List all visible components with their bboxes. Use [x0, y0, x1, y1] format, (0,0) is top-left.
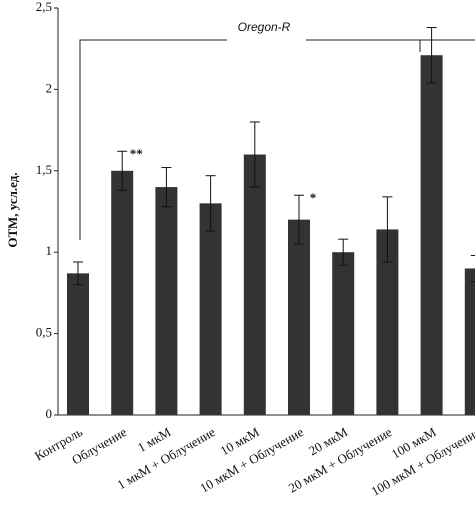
- bar: [376, 229, 399, 415]
- y-tick-label: 0: [46, 406, 53, 421]
- y-axis-label: ОТМ, усл.ед.: [5, 172, 20, 247]
- y-tick-label: 2,5: [36, 0, 52, 14]
- bar: [111, 170, 134, 415]
- y-tick-label: 2: [46, 80, 53, 95]
- y-tick-label: 1: [46, 243, 53, 258]
- bar: [155, 187, 178, 415]
- annotation: *: [310, 190, 317, 205]
- bracket-label: Oregon-R: [238, 20, 291, 34]
- y-tick-label: 0,5: [36, 325, 52, 340]
- annotation: **: [130, 146, 143, 161]
- bar: [199, 203, 222, 415]
- bar: [464, 268, 475, 415]
- bar: [243, 154, 266, 415]
- bar: [420, 55, 443, 415]
- bar: [288, 219, 310, 415]
- bar: [67, 273, 89, 415]
- bar: [332, 252, 355, 415]
- y-tick-label: 1,5: [36, 162, 52, 177]
- bracket: [79, 39, 227, 240]
